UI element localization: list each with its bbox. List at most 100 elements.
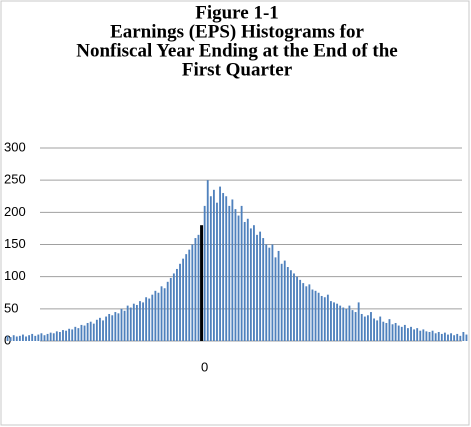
bar [86, 322, 89, 341]
bar [265, 244, 268, 341]
bar [6, 335, 9, 341]
bar [228, 205, 231, 341]
bar [18, 335, 21, 341]
bar [302, 283, 305, 341]
y-tick-label: 250 [4, 172, 26, 187]
chart-title: Figure 1-1 [195, 2, 279, 23]
bar [77, 328, 80, 341]
bar [225, 196, 228, 341]
bar [259, 231, 262, 341]
bar [391, 324, 394, 341]
bar [437, 331, 440, 341]
bar [440, 333, 443, 341]
bar [330, 301, 332, 341]
bar [403, 324, 406, 341]
bar [102, 320, 104, 341]
bar [465, 334, 468, 341]
bar [135, 304, 138, 341]
bar [157, 292, 160, 341]
bar [179, 263, 181, 341]
bar [450, 333, 452, 341]
bar [345, 308, 348, 341]
bar [151, 294, 154, 341]
bar [326, 294, 329, 341]
bar [296, 276, 298, 341]
bar [176, 268, 178, 341]
y-tick-label: 150 [4, 236, 26, 251]
bar [237, 215, 240, 341]
bar [160, 286, 163, 341]
bar [129, 307, 132, 341]
bar [323, 297, 326, 341]
bar [339, 305, 342, 341]
chart-title: Earnings (EPS) Histograms for [110, 21, 364, 42]
bar [293, 273, 295, 341]
bar [145, 297, 148, 341]
bar [459, 335, 462, 341]
bar [163, 288, 166, 341]
bar [191, 244, 194, 341]
bar [234, 209, 237, 341]
chart-title: First Quarter [182, 59, 293, 80]
bar [89, 321, 92, 341]
bar [95, 319, 98, 341]
bar [425, 331, 428, 341]
bar [314, 290, 317, 341]
bar [114, 312, 117, 341]
bar [354, 312, 357, 341]
bar [68, 328, 71, 341]
bar [9, 337, 12, 341]
bar [188, 249, 191, 341]
bar [410, 326, 412, 341]
bar [428, 331, 431, 341]
bar [126, 305, 129, 341]
bar [34, 335, 37, 341]
bar [185, 254, 188, 341]
bar [111, 315, 114, 341]
bar [12, 335, 15, 341]
bar [154, 290, 157, 341]
bar [31, 333, 34, 341]
bar [99, 317, 101, 341]
bar [71, 329, 74, 341]
bar [256, 234, 258, 341]
bar [348, 305, 351, 341]
bar [117, 313, 120, 341]
bar [43, 335, 46, 341]
bar [385, 322, 388, 341]
bar [462, 331, 465, 341]
bar [289, 270, 292, 341]
bar [308, 284, 311, 341]
bar [120, 308, 123, 341]
bar [434, 333, 437, 341]
bar [320, 295, 323, 341]
bar [52, 333, 55, 341]
bar [299, 279, 302, 341]
bar [366, 315, 369, 341]
bar [55, 331, 58, 341]
bar [83, 325, 86, 341]
bar [419, 330, 422, 341]
bar [373, 318, 375, 341]
bar [15, 336, 18, 341]
bar [416, 328, 419, 341]
y-tick-label: 200 [4, 204, 26, 219]
bar [212, 189, 215, 341]
bar [40, 333, 43, 341]
bar [360, 313, 363, 341]
bar [246, 218, 249, 341]
bar [443, 332, 446, 341]
bar [194, 238, 197, 341]
bar [108, 313, 111, 341]
bar [123, 310, 126, 341]
bar [49, 332, 52, 341]
bar [453, 335, 456, 341]
bar [388, 319, 391, 341]
bar [209, 196, 212, 341]
bar [58, 331, 61, 341]
bar [394, 322, 397, 341]
bar [37, 334, 40, 341]
bar [219, 186, 221, 341]
